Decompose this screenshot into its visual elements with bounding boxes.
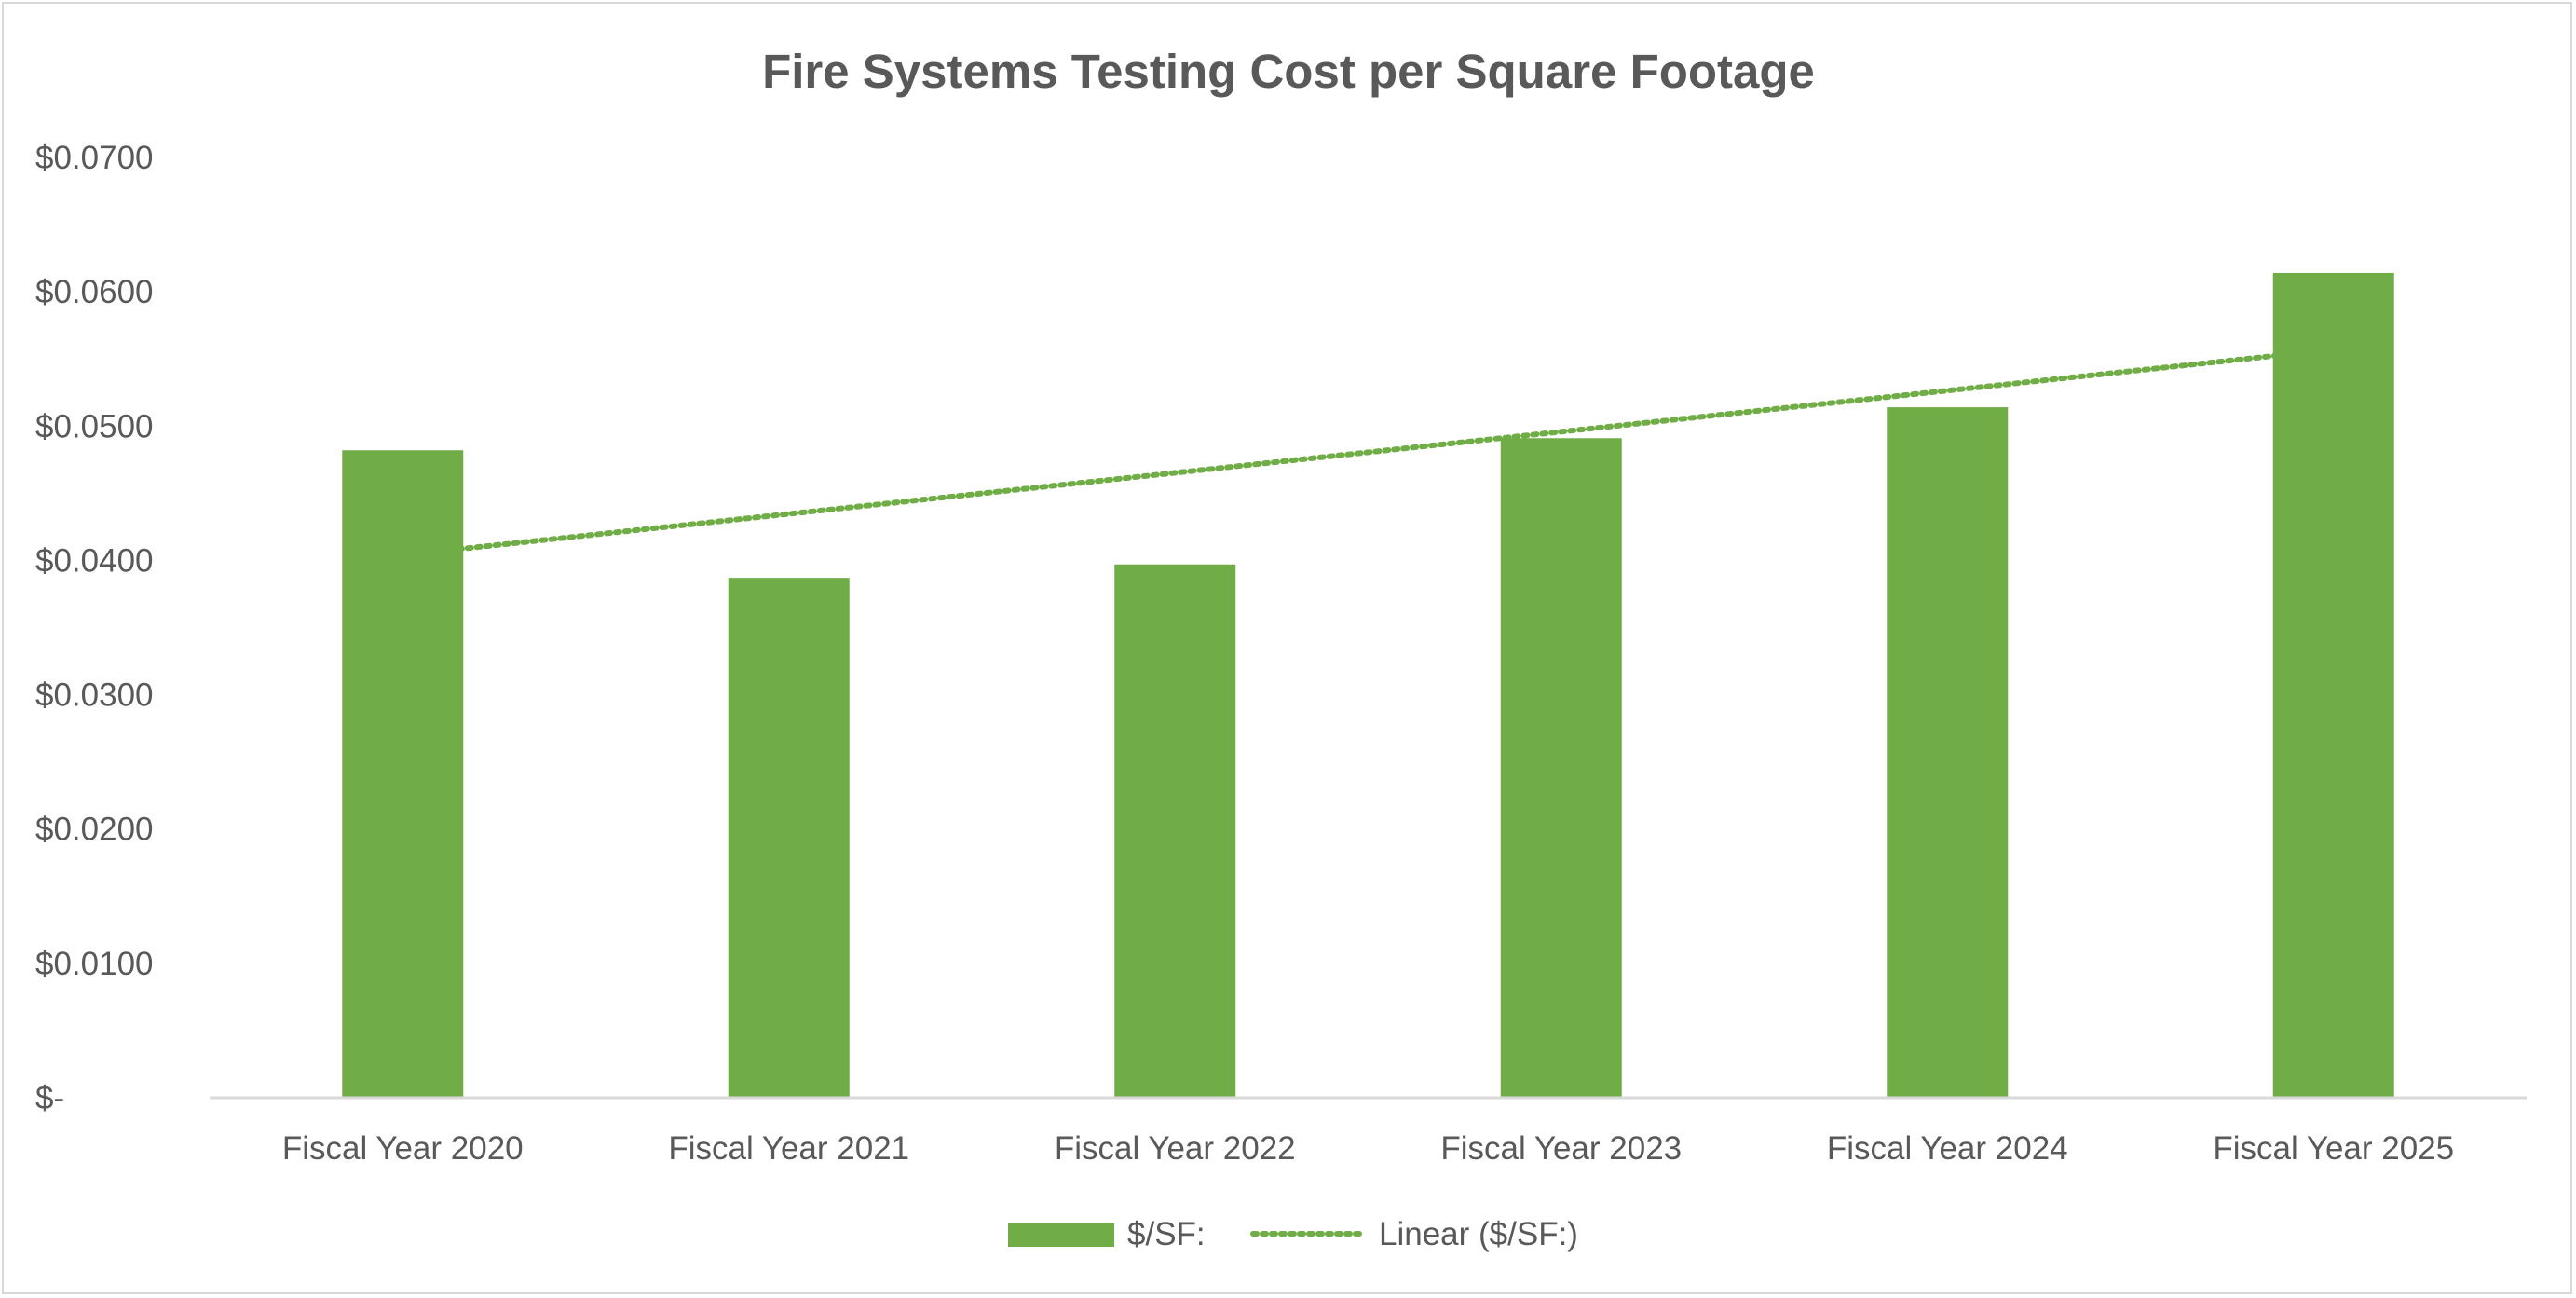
bar: [1500, 438, 1622, 1099]
y-tick-label: $0.0600: [35, 274, 154, 310]
x-tick-label: Fiscal Year 2020: [282, 1130, 524, 1167]
y-tick-label: $0.0100: [35, 946, 154, 982]
bar: [342, 450, 464, 1098]
legend: $/SF: Linear ($/SF:): [1008, 1216, 1578, 1252]
y-tick-label: $-: [35, 1080, 64, 1116]
y-tick-label: $0.0200: [35, 812, 154, 848]
x-tick-label: Fiscal Year 2023: [1440, 1130, 1682, 1167]
trendline-path: [400, 347, 2337, 558]
bar: [728, 578, 850, 1098]
y-axis: $- $0.0100 $0.0200 $0.0300 $0.0400 $0.0500 $0.…: [35, 140, 154, 1116]
legend-bar-label: $/SF:: [1127, 1216, 1206, 1252]
x-tick-label: Fiscal Year 2022: [1055, 1130, 1296, 1167]
bar: [1114, 564, 1236, 1098]
bar: [2272, 272, 2394, 1098]
y-tick-label: $0.0300: [35, 677, 154, 714]
legend-bar-swatch: [1008, 1223, 1114, 1247]
x-tick-label: Fiscal Year 2021: [668, 1130, 909, 1167]
chart-title: Fire Systems Testing Cost per Square Foo…: [762, 45, 1815, 98]
x-tick-label: Fiscal Year 2025: [2213, 1130, 2454, 1167]
x-tick-label: Fiscal Year 2024: [1827, 1130, 2068, 1167]
y-tick-label: $0.0500: [35, 408, 154, 444]
bar: [1887, 407, 2009, 1098]
y-tick-label: $0.0700: [35, 140, 154, 176]
y-tick-label: $0.0400: [35, 542, 154, 579]
x-axis: Fiscal Year 2020 Fiscal Year 2021 Fiscal Y…: [282, 1130, 2454, 1167]
trendline: [400, 347, 2337, 558]
bars: [342, 272, 2394, 1099]
legend-trend-label: Linear ($/SF:): [1379, 1216, 1578, 1252]
